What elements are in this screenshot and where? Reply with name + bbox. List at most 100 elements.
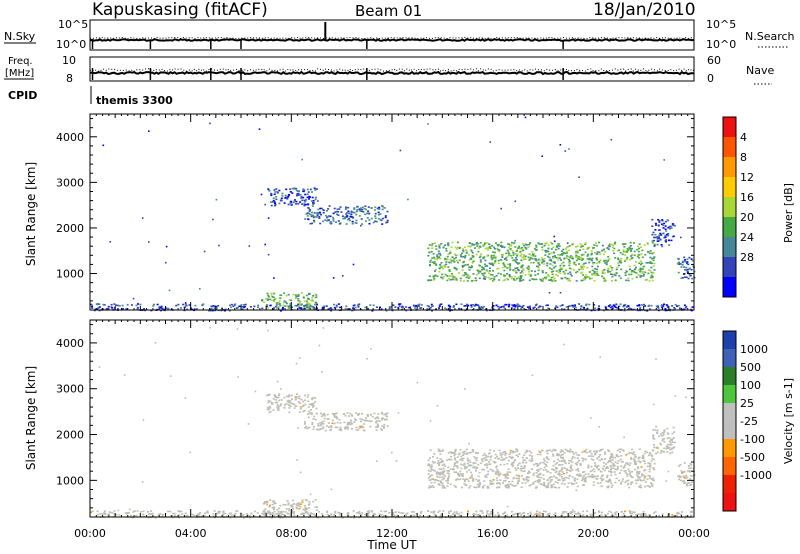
data-cell	[229, 306, 232, 309]
data-cell	[110, 306, 113, 308]
data-cell	[442, 510, 445, 512]
data-cell	[482, 257, 485, 260]
data-cell	[453, 511, 456, 513]
data-cell	[578, 303, 581, 305]
data-cell	[559, 464, 562, 466]
data-cell	[592, 484, 595, 486]
data-cell	[690, 258, 693, 260]
data-cell	[631, 481, 634, 484]
data-cell	[304, 506, 307, 509]
data-cell	[620, 455, 623, 457]
data-cell	[179, 307, 182, 309]
data-cell	[550, 260, 553, 262]
data-cell	[497, 470, 500, 473]
data-cell	[644, 279, 647, 281]
data-cell	[547, 458, 550, 461]
data-cell	[627, 249, 630, 251]
data-cell	[620, 257, 623, 260]
data-cell	[97, 307, 100, 309]
data-cell	[167, 510, 170, 513]
data-cell	[385, 413, 388, 415]
colorbar-swatch	[723, 157, 736, 178]
data-cell	[440, 471, 443, 474]
data-cell	[439, 516, 441, 519]
data-cell	[640, 275, 643, 277]
data-cell	[598, 511, 601, 513]
data-cell	[581, 258, 584, 260]
data-cell	[611, 275, 614, 278]
data-cell	[315, 216, 318, 218]
data-cell	[542, 510, 545, 512]
data-cell	[382, 205, 384, 208]
data-cell	[420, 304, 423, 306]
data-cell	[476, 274, 478, 276]
data-cell	[570, 460, 572, 462]
data-cell	[592, 455, 595, 458]
data-cell	[638, 486, 641, 488]
data-cell	[235, 307, 238, 309]
data-cell	[652, 231, 655, 234]
data-cell	[528, 514, 531, 517]
data-cell	[520, 306, 523, 308]
data-cell	[496, 511, 499, 514]
data-cell	[584, 477, 587, 480]
data-cell	[643, 273, 646, 276]
data-cell	[469, 257, 472, 260]
data-cell	[649, 250, 652, 252]
data-cell	[685, 269, 688, 271]
data-cell	[603, 280, 606, 282]
data-cell	[514, 275, 517, 278]
data-cell	[544, 243, 547, 245]
data-cell	[212, 513, 215, 515]
data-cell	[523, 479, 526, 481]
data-cell	[622, 250, 625, 253]
data-cell	[468, 464, 471, 467]
data-cell	[290, 505, 293, 508]
data-cell	[562, 456, 564, 459]
data-cell	[496, 486, 498, 489]
data-cell	[98, 366, 101, 368]
data-cell	[615, 468, 618, 471]
data-cell	[587, 475, 590, 478]
data-cell	[181, 513, 184, 515]
data-cell	[430, 250, 433, 253]
data-cell	[388, 512, 391, 514]
data-cell	[627, 452, 630, 455]
data-cell	[454, 277, 457, 279]
data-cell	[686, 261, 689, 263]
data-cell	[494, 453, 497, 456]
data-cell	[549, 481, 552, 483]
data-cell	[285, 508, 288, 510]
data-cell	[677, 475, 680, 477]
data-cell	[671, 441, 674, 444]
data-cell	[343, 421, 346, 424]
data-cell	[312, 306, 315, 308]
data-cell	[607, 485, 610, 487]
data-cell	[330, 428, 332, 431]
data-cell	[545, 272, 548, 274]
data-cell	[475, 486, 478, 489]
data-cell	[94, 308, 97, 311]
data-cell	[445, 247, 448, 250]
data-cell	[309, 222, 312, 225]
data-cell	[366, 358, 368, 360]
data-cell	[509, 248, 512, 251]
data-cell	[438, 245, 441, 248]
data-cell	[683, 480, 686, 482]
data-cell	[315, 188, 318, 190]
data-cell	[684, 482, 687, 484]
data-cell	[677, 512, 680, 515]
data-cell	[686, 258, 689, 260]
data-cell	[316, 214, 319, 217]
data-cell	[486, 485, 489, 488]
data-cell	[637, 479, 639, 482]
data-cell	[655, 425, 658, 428]
data-cell	[560, 468, 563, 471]
data-cell	[594, 452, 597, 454]
data-cell	[538, 476, 540, 479]
data-cell	[584, 243, 587, 246]
data-cell	[564, 467, 566, 470]
data-cell	[657, 229, 660, 231]
data-cell	[556, 467, 559, 470]
